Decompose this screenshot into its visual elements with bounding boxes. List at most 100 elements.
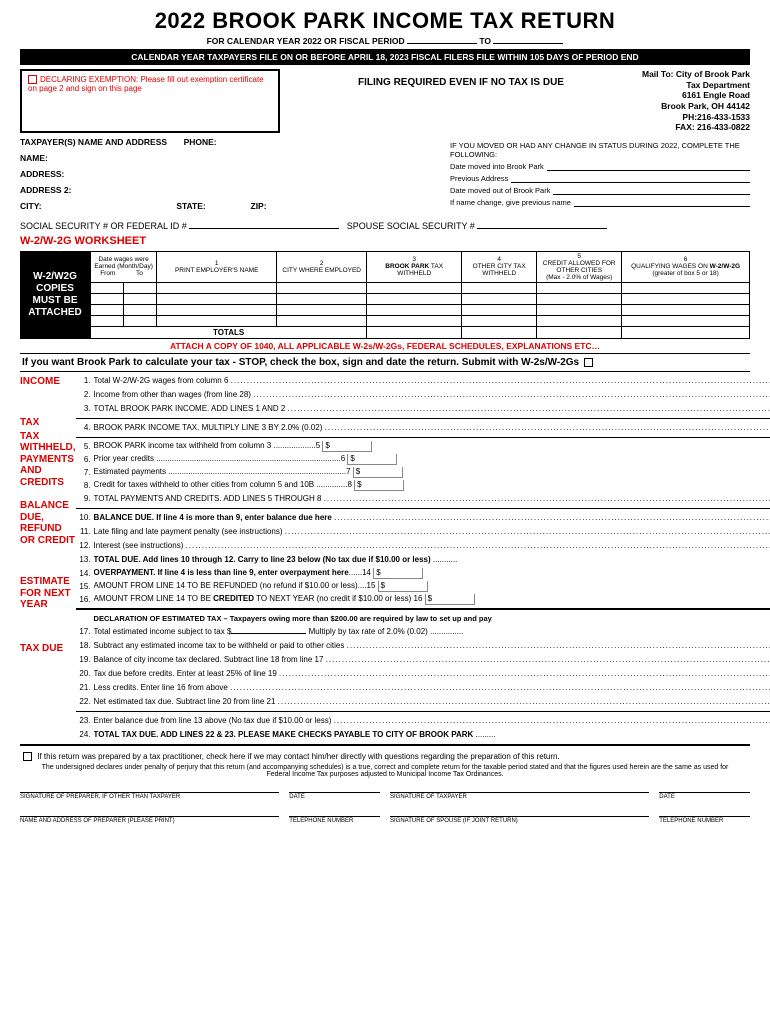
subtitle-prefix: FOR CALENDAR YEAR 2022 OR FISCAL PERIOD [207, 36, 405, 46]
ws-header-5: 5 CREDIT ALLOWED FOR OTHER CITIES (Max -… [537, 251, 622, 282]
line-5: 5.BROOK PARK income tax withheld from co… [76, 440, 770, 453]
section-tax: TAX [20, 417, 76, 429]
ssn-field[interactable] [189, 228, 339, 229]
subtitle-to: TO [479, 36, 491, 46]
fiscal-from-blank[interactable] [407, 43, 477, 44]
line-7-amount[interactable]: $ [353, 467, 403, 478]
fiscal-to-blank[interactable] [493, 43, 563, 44]
ws-header-6: 6QUALIFYING WAGES ON W-2/W-2G(greater of… [622, 251, 750, 282]
sig-preparer-date[interactable]: DATE [289, 792, 380, 800]
ssn-row: SOCIAL SECURITY # OR FEDERAL ID # SPOUSE… [20, 221, 750, 231]
line-19: 19.Balance of city income tax declared. … [76, 653, 770, 667]
sig-taxpayer-date[interactable]: DATE [659, 792, 750, 800]
section-withheld: TAX WITHHELD, PAYMENTS AND CREDITS [20, 431, 76, 489]
name-change-label: If name change, give previous name [450, 198, 571, 207]
stop-line: If you want Brook Park to calculate your… [20, 353, 750, 372]
city-label: CITY: [20, 201, 42, 211]
line-16-amount[interactable]: $ [425, 594, 475, 605]
moved-out-field[interactable] [553, 186, 750, 195]
line-17-income[interactable] [231, 633, 306, 634]
worksheet-wrap: W-2/W2G COPIES MUST BE ATTACHED Date wag… [20, 251, 750, 339]
line-13: 13.TOTAL DUE. Add lines 10 through 12. C… [76, 553, 770, 567]
form-subtitle: FOR CALENDAR YEAR 2022 OR FISCAL PERIOD … [20, 36, 750, 46]
sig-taxpayer[interactable]: SIGNATURE OF TAXPAYER [390, 792, 649, 800]
ws-totals-row: TOTALS [91, 326, 750, 338]
line-16: 16.AMOUNT FROM LINE 14 TO BE CREDITED TO… [76, 593, 770, 606]
moved-in-label: Date moved into Brook Park [450, 162, 544, 171]
line-12: 12.Interest (see instructions) 12$ [76, 539, 770, 553]
ws-row[interactable] [91, 304, 750, 315]
line-8: 8.Credit for taxes withheld to other cit… [76, 479, 770, 492]
line-15-amount[interactable]: $ [378, 581, 428, 592]
ws-header-1: 1 PRINT EMPLOYER'S NAME [157, 251, 277, 282]
preparer-phone[interactable]: TELEPHONE NUMBER [289, 816, 380, 824]
prev-addr-field[interactable] [511, 174, 750, 183]
ws-header-4: 4 OTHER CITY TAX WITHHELD [462, 251, 537, 282]
line-7: 7.Estimated payments ...................… [76, 466, 770, 479]
filing-required: FILING REQUIRED EVEN IF NO TAX IS DUE [290, 69, 632, 133]
preparer-checkbox[interactable] [23, 752, 32, 761]
moved-header: IF YOU MOVED OR HAD ANY CHANGE IN STATUS… [450, 141, 750, 159]
moved-in-field[interactable] [547, 162, 750, 171]
section-income: INCOME [20, 376, 76, 388]
zip-label: ZIP: [251, 201, 267, 211]
line-23: 23.Enter balance due from line 13 above … [76, 714, 770, 728]
line-4: 4.BROOK PARK INCOME TAX. MULTIPLY LINE 3… [76, 421, 770, 435]
line-3: 3.TOTAL BROOK PARK INCOME. ADD LINES 1 A… [76, 402, 770, 416]
line-22: 22.Net estimated tax due. Subtract line … [76, 695, 770, 709]
section-estimate: ESTIMATE FOR NEXT YEAR [20, 576, 76, 611]
spouse-ssn-field[interactable] [477, 228, 607, 229]
spouse-ssn-label: SPOUSE SOCIAL SECURITY # [347, 221, 475, 231]
ssn-label: SOCIAL SECURITY # OR FEDERAL ID # [20, 221, 187, 231]
ws-header-3: 3BROOK PARK TAX WITHHELD [367, 251, 462, 282]
ws-header-2: 2 CITY WHERE EMPLOYED [277, 251, 367, 282]
line-18: 18.Subtract any estimated income tax to … [76, 639, 770, 653]
exemption-text: DECLARING EXEMPTION: Please fill out exe… [28, 75, 264, 93]
address-label: ADDRESS: [20, 169, 64, 179]
ws-row[interactable] [91, 315, 750, 326]
ws-header-dates: Date wages were Earned (Month/Day)FromTo [91, 251, 157, 282]
address2-label: ADDRESS 2: [20, 185, 71, 195]
exemption-box: DECLARING EXEMPTION: Please fill out exe… [20, 69, 280, 133]
calculate-checkbox[interactable] [584, 358, 593, 367]
preparer-name-addr[interactable]: NAME AND ADDRESS OF PREPARER (PLEASE PRI… [20, 816, 279, 824]
moved-out-label: Date moved out of Brook Park [450, 186, 550, 195]
form-title: 2022 BROOK PARK INCOME TAX RETURN [20, 8, 750, 34]
state-label: STATE: [176, 201, 205, 211]
ws-row[interactable] [91, 282, 750, 293]
name-change-field[interactable] [574, 198, 750, 207]
line-14: 14.OVERPAYMENT. If line 4 is less than l… [76, 567, 770, 580]
line-14-amount[interactable]: $ [373, 568, 423, 579]
worksheet-table: Date wages were Earned (Month/Day)FromTo… [90, 251, 750, 339]
line-24: 24.TOTAL TAX DUE. ADD LINES 22 & 23. PLE… [76, 728, 770, 742]
section-taxdue: TAX DUE [20, 643, 76, 655]
mail-to-address: Mail To: City of Brook Park Tax Departme… [642, 69, 750, 133]
sig-spouse[interactable]: SIGNATURE OF SPOUSE (IF JOINT RETURN) [390, 816, 649, 824]
section-balance: BALANCE DUE, REFUND OR CREDIT [20, 500, 76, 546]
attach-note: ATTACH A COPY OF 1040, ALL APPLICABLE W-… [20, 341, 750, 351]
line-8-amount[interactable]: $ [354, 480, 404, 491]
perjury-declaration: The undersigned declares under penalty o… [20, 764, 750, 778]
line-2: 2.Income from other than wages (from lin… [76, 388, 770, 402]
line-15: 15.AMOUNT FROM LINE 14 TO BE REFUNDED (n… [76, 580, 770, 593]
worksheet-title: W-2/W-2G WORKSHEET [20, 235, 750, 247]
line-11: 11.Late filing and late payment penalty … [76, 525, 770, 539]
line-1: 1.Total W-2/W-2G wages from column 6 1$ [76, 374, 770, 388]
declaration-header: DECLARATION OF ESTIMATED TAX – Taxpayers… [76, 612, 770, 625]
taxpayer-name-addr-label: TAXPAYER(S) NAME AND ADDRESS [20, 137, 167, 147]
prev-addr-label: Previous Address [450, 174, 508, 183]
exemption-checkbox[interactable] [28, 75, 37, 84]
deadline-bar: CALENDAR YEAR TAXPAYERS FILE ON OR BEFOR… [20, 49, 750, 65]
line-6: 6.Prior year credits ...................… [76, 453, 770, 466]
worksheet-side-label: W-2/W2G COPIES MUST BE ATTACHED [20, 251, 90, 339]
line-17: 17.Total estimated income subject to tax… [76, 625, 770, 639]
line-10: 10.BALANCE DUE. If line 4 is more than 9… [76, 511, 770, 525]
name-label: NAME: [20, 153, 48, 163]
sig-preparer[interactable]: SIGNATURE OF PREPARER, IF OTHER THAN TAX… [20, 792, 279, 800]
line-5-amount[interactable]: $ [322, 441, 372, 452]
line-21: 21.Less credits. Enter line 16 from abov… [76, 681, 770, 695]
ws-row[interactable] [91, 293, 750, 304]
spouse-phone[interactable]: TELEPHONE NUMBER [659, 816, 750, 824]
line-6-amount[interactable]: $ [347, 454, 397, 465]
line-9: 9.TOTAL PAYMENTS AND CREDITS. ADD LINES … [76, 492, 770, 506]
